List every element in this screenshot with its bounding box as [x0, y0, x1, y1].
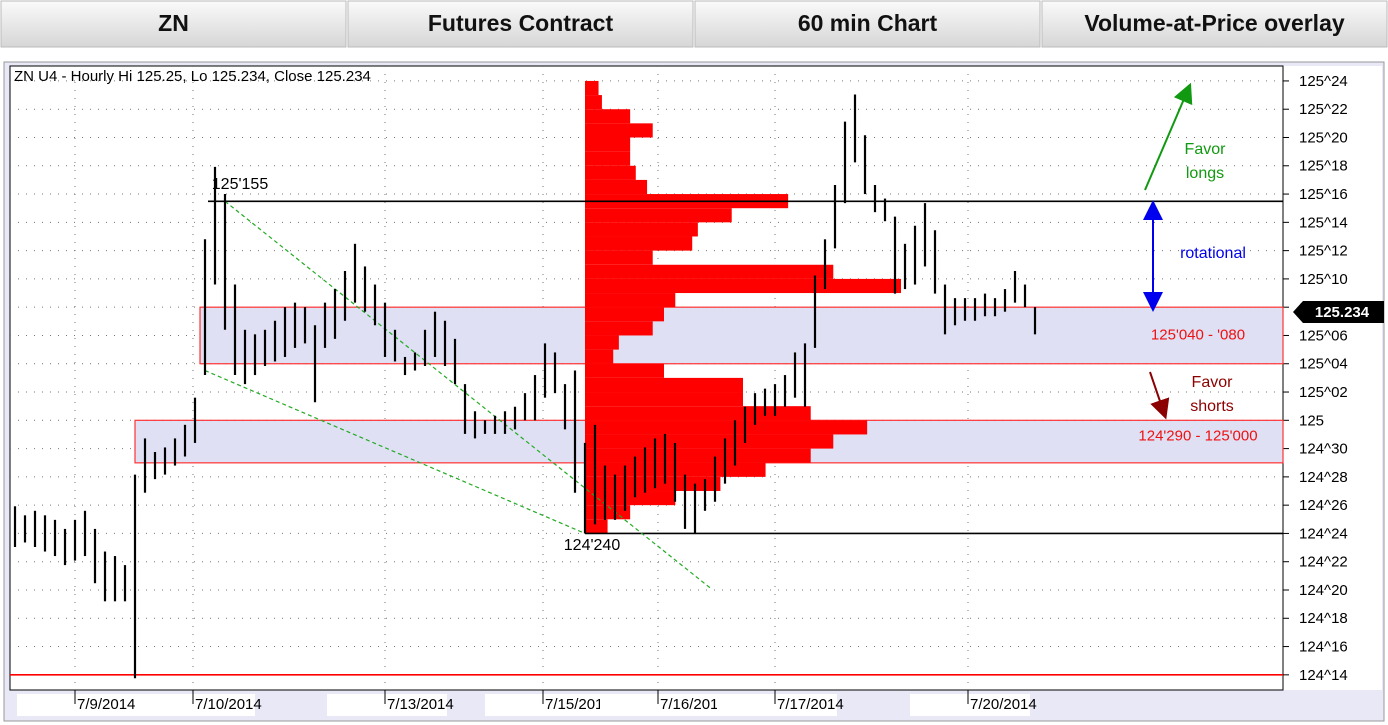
x-label-bg — [327, 694, 447, 716]
volume-bar — [585, 335, 619, 350]
y-tick-label: 124^24 — [1299, 525, 1348, 542]
x-label-bg — [485, 694, 605, 716]
x-tick-label: 7/20/2014 — [970, 696, 1037, 713]
y-tick-label: 124^26 — [1299, 497, 1348, 514]
arrow-down — [1149, 371, 1170, 420]
y-tick-label: 125^24 — [1299, 73, 1348, 90]
annotation: Favor — [1185, 141, 1227, 158]
volume-bar — [585, 278, 901, 294]
volume-bar — [585, 363, 664, 378]
zone-label: 124'290 - 125'000 — [1138, 428, 1257, 445]
x-tick-label: 7/10/2014 — [195, 696, 262, 713]
volume-bar — [585, 222, 698, 237]
volume-bar — [585, 420, 868, 435]
annotation: longs — [1186, 165, 1224, 182]
x-label-bg — [717, 694, 837, 716]
y-tick-label: 124^14 — [1299, 667, 1348, 684]
y-tick-label: 125^02 — [1299, 384, 1348, 401]
price-badge: 125.234 — [1293, 301, 1384, 323]
volume-bar — [585, 406, 811, 421]
x-label-bg — [600, 694, 720, 716]
volume-bar — [585, 236, 693, 251]
volume-bar — [585, 208, 732, 223]
header-cell — [694, 0, 1041, 48]
zone-label: 125'040 - '080 — [1151, 326, 1245, 343]
volume-bar — [585, 491, 676, 506]
header-cell — [347, 0, 694, 48]
header-label: Volume-at-Price overlay — [1084, 10, 1345, 36]
axis-area — [1283, 66, 1382, 690]
y-tick-label: 125^16 — [1299, 186, 1348, 203]
annotation: shorts — [1190, 398, 1234, 415]
y-tick-label: 125 — [1299, 412, 1324, 429]
y-tick-label: 125^10 — [1299, 271, 1348, 288]
volume-bar — [585, 123, 653, 138]
chart-title: ZN U4 - Hourly Hi 125.25, Lo 125.234, Cl… — [14, 68, 371, 85]
x-tick-label: 7/13/2014 — [387, 696, 454, 713]
y-tick-label: 124^28 — [1299, 469, 1348, 486]
y-tick-label: 124^18 — [1299, 610, 1348, 627]
volume-bar — [585, 321, 653, 336]
volume-bar — [585, 151, 631, 166]
x-tick-label: 7/17/2014 — [777, 696, 844, 713]
header: ZN Futures Contract 60 min Chart Volume-at-… — [0, 0, 1388, 48]
y-tick-label: 125^12 — [1299, 243, 1348, 260]
y-tick-label: 124^30 — [1299, 441, 1348, 458]
volume-bar — [585, 505, 631, 520]
y-tick-label: 125^20 — [1299, 129, 1348, 146]
header-label: 60 min Chart — [798, 10, 938, 36]
volume-bar — [585, 448, 811, 463]
plot: 124^14 124^16 124^18 124^20 124^22 124^24 124^… — [10, 66, 1348, 690]
volume-bar — [585, 109, 631, 124]
badge-label: 125.234 — [1315, 304, 1370, 321]
volume-bar — [585, 264, 834, 279]
volume-bar — [585, 250, 653, 265]
volume-bar — [585, 80, 599, 96]
annotation: rotational — [1180, 245, 1246, 262]
header-label: Futures Contract — [428, 10, 614, 36]
y-tick-label: 125^06 — [1299, 327, 1348, 344]
volume-bar — [585, 377, 743, 393]
y-tick-label: 125^22 — [1299, 101, 1348, 118]
y-tick-label: 124^16 — [1299, 639, 1348, 656]
trend-line — [224, 200, 711, 589]
y-tick-label: 124^20 — [1299, 582, 1348, 599]
y-tick-label: 124^22 — [1299, 554, 1348, 571]
x-label-bg — [910, 694, 1030, 716]
y-tick-label: 125^14 — [1299, 214, 1348, 231]
y-tick-label: 125^18 — [1299, 158, 1348, 175]
volume-bar — [585, 137, 631, 152]
volume-bar — [585, 293, 676, 308]
volume-bar — [585, 179, 648, 195]
volume-bar — [585, 434, 834, 449]
arrow-up — [1144, 82, 1193, 191]
zone — [199, 306, 1284, 365]
trend-line — [204, 369, 586, 534]
volume-bar — [585, 349, 614, 364]
x-label-bg — [135, 694, 255, 716]
volume-bar — [585, 307, 664, 322]
header-cell — [0, 0, 347, 48]
volume-bar — [585, 476, 721, 492]
x-label-bg — [17, 694, 137, 716]
volume-bar — [585, 165, 636, 180]
annotation: 125'155 — [212, 176, 269, 193]
badge-bg — [1293, 301, 1384, 323]
y-tick-label: 125^04 — [1299, 356, 1348, 373]
volume-bar — [585, 95, 602, 110]
annotation: 124'240 — [564, 537, 621, 554]
annotation: Favor — [1192, 374, 1234, 391]
x-tick-label: 7/15/2014 — [545, 696, 612, 713]
header-label: ZN — [158, 10, 189, 36]
x-tick-label: 7/16/2014 — [660, 696, 727, 713]
volume-bar — [585, 519, 608, 534]
volume-bar — [585, 392, 743, 407]
header-cell — [1041, 0, 1388, 48]
x-tick-label: 7/9/2014 — [77, 696, 135, 713]
